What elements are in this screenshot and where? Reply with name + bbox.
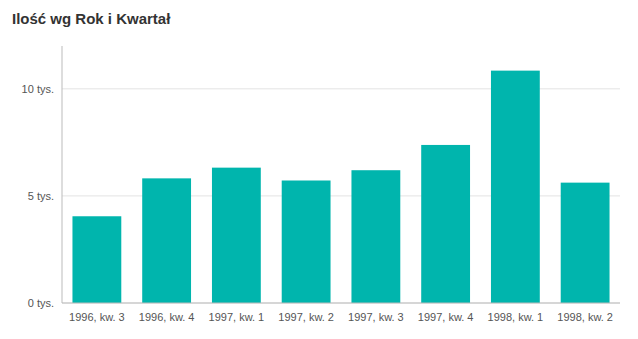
- x-tick-label: 1997, kw. 1: [209, 311, 265, 323]
- x-tick-label: 1997, kw. 2: [278, 311, 334, 323]
- y-tick-label: 10 tys.: [22, 83, 54, 95]
- bars: [72, 71, 609, 303]
- x-tick-label: 1998, kw. 2: [557, 311, 613, 323]
- bar: [491, 71, 540, 303]
- y-axis-line: [62, 46, 63, 303]
- bar: [561, 183, 610, 303]
- bar: [421, 145, 470, 303]
- x-axis-line: [62, 303, 620, 304]
- x-axis: 1996, kw. 3 1996, kw. 4 1997, kw. 1 1997, k…: [69, 311, 613, 323]
- x-tick-label: 1998, kw. 1: [488, 311, 544, 323]
- chart-title: Ilość wg Rok i Kwartał: [12, 10, 171, 27]
- bar: [212, 168, 261, 303]
- bar: [351, 170, 400, 303]
- bar: [282, 180, 331, 303]
- chart-svg: Ilość wg Rok i Kwartał 0 tys. 5 tys. 10 tys…: [0, 0, 638, 339]
- y-tick-label: 0 tys.: [28, 297, 54, 309]
- x-tick-label: 1996, kw. 4: [139, 311, 195, 323]
- x-tick-label: 1996, kw. 3: [69, 311, 125, 323]
- chart-container: Ilość wg Rok i Kwartał 0 tys. 5 tys. 10 tys…: [0, 0, 638, 339]
- x-tick-label: 1997, kw. 4: [418, 311, 474, 323]
- bar: [142, 178, 191, 303]
- page: {"chart_data": {"type": "bar", "title": …: [0, 0, 638, 339]
- bar: [72, 216, 121, 303]
- x-tick-label: 1997, kw. 3: [348, 311, 404, 323]
- y-tick-label: 5 tys.: [28, 190, 54, 202]
- grid-line: [62, 303, 620, 304]
